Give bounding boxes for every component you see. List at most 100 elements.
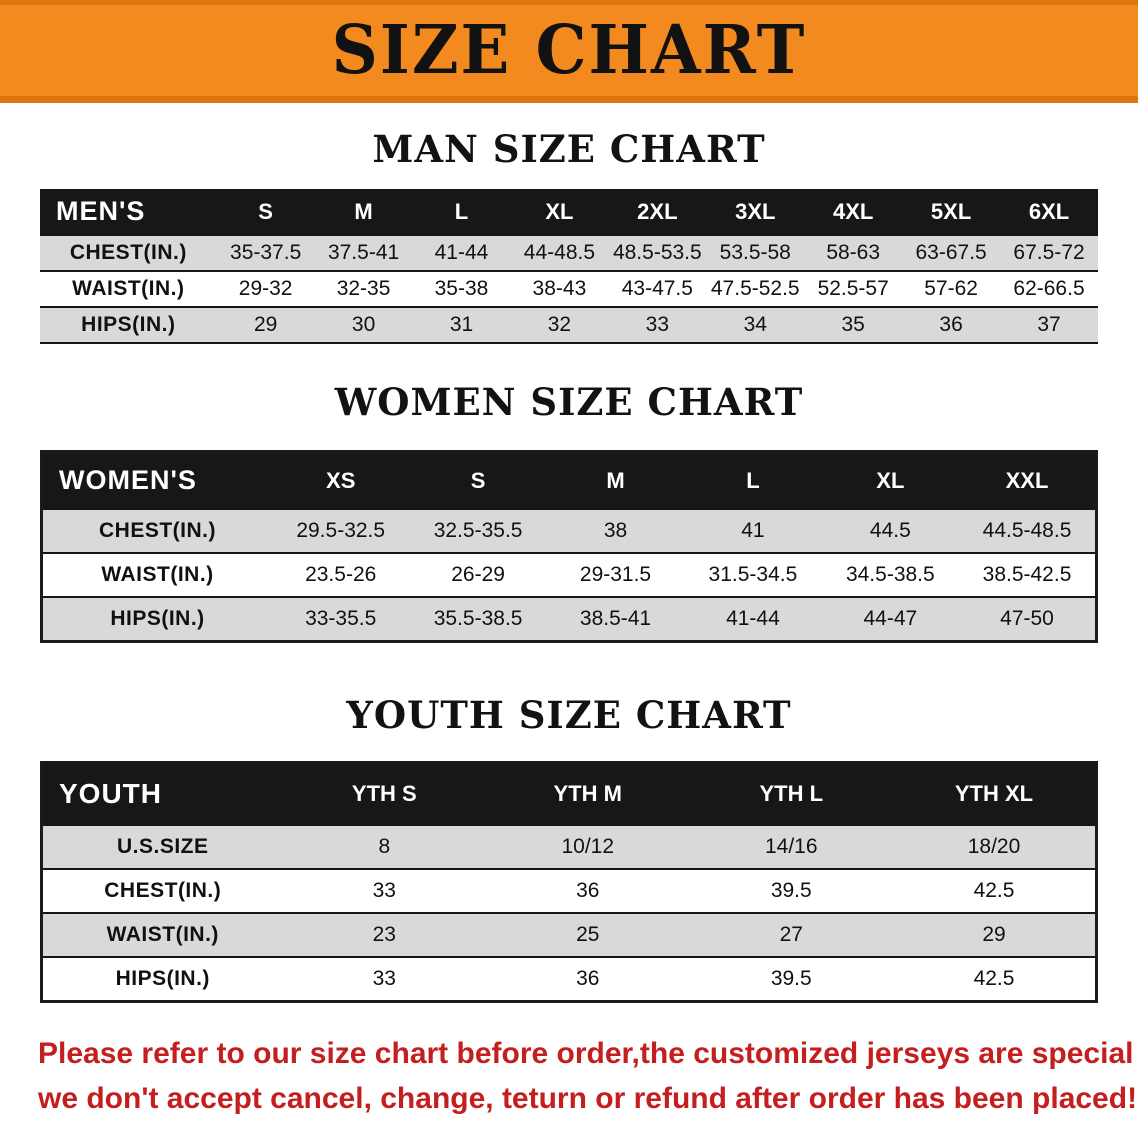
size-value-cell: 29-32 <box>216 270 315 307</box>
size-value-cell: 32 <box>510 306 609 344</box>
size-value-cell: 23 <box>282 912 487 957</box>
size-value-cell: 29.5-32.5 <box>272 508 410 553</box>
size-header-cell: 5XL <box>902 189 1001 235</box>
size-value-cell: 26-29 <box>409 552 547 597</box>
size-header-cell: YTH M <box>486 762 690 825</box>
size-value-cell: 32-35 <box>314 270 413 307</box>
table-row: CHEST(IN.) 35-37.5 37.5-41 41-44 44-48.5 48.5… <box>40 234 1098 271</box>
size-value-cell: 27 <box>689 912 893 957</box>
table-row: WAIST(IN.) 29-32 32-35 35-38 38-43 43-47.5 47.… <box>40 270 1098 307</box>
table-header-row: YOUTH YTH S YTH M YTH L YTH XL <box>41 762 1097 825</box>
size-value-cell: 44.5 <box>821 508 960 553</box>
size-value-cell: 36 <box>486 868 690 913</box>
measurement-label: HIPS(IN.) <box>41 596 272 643</box>
size-header-cell: YTH S <box>282 762 487 825</box>
size-value-cell: 48.5-53.5 <box>608 234 707 271</box>
size-header-cell: M <box>546 451 685 509</box>
size-header-cell: XS <box>272 451 410 509</box>
size-value-cell: 41 <box>684 508 822 553</box>
size-value-cell: 29 <box>216 306 315 344</box>
size-value-cell: 34 <box>706 306 805 344</box>
womens-size-table: WOMEN'S XS S M L XL XXL CHEST(IN.) 29.5-32.5 32.5… <box>40 450 1098 643</box>
size-header-cell: 4XL <box>804 189 903 235</box>
size-value-cell: 63-67.5 <box>902 234 1001 271</box>
measurement-label: WAIST(IN.) <box>40 270 217 307</box>
size-header-cell: XL <box>510 189 609 235</box>
measurement-label: HIPS(IN.) <box>40 306 217 344</box>
measurement-label: U.S.SIZE <box>41 824 283 869</box>
size-value-cell: 44-48.5 <box>510 234 609 271</box>
measurement-label: WAIST(IN.) <box>41 552 272 597</box>
measurement-label: HIPS(IN.) <box>41 956 283 1003</box>
size-value-cell: 33 <box>282 956 487 1003</box>
table-row: U.S.SIZE 8 10/12 14/16 18/20 <box>41 824 1097 869</box>
size-value-cell: 10/12 <box>486 824 690 869</box>
table-row: WAIST(IN.) 23 25 27 29 <box>41 912 1097 957</box>
size-value-cell: 37.5-41 <box>314 234 413 271</box>
size-value-cell: 35-38 <box>412 270 511 307</box>
measurement-label: CHEST(IN.) <box>41 508 272 553</box>
size-value-cell: 30 <box>314 306 413 344</box>
size-value-cell: 36 <box>486 956 690 1003</box>
size-value-cell: 38.5-42.5 <box>959 552 1097 597</box>
size-value-cell: 29-31.5 <box>546 552 685 597</box>
measurement-label: WAIST(IN.) <box>41 912 283 957</box>
footer-disclaimer: Please refer to our size chart before or… <box>38 1031 1138 1121</box>
banner-title: SIZE CHART <box>331 11 807 90</box>
size-value-cell: 52.5-57 <box>804 270 903 307</box>
size-value-cell: 14/16 <box>689 824 893 869</box>
size-header-cell: 2XL <box>608 189 707 235</box>
size-header-cell: YTH L <box>689 762 893 825</box>
size-header-cell: M <box>314 189 413 235</box>
size-header-cell: 3XL <box>706 189 805 235</box>
table-row: HIPS(IN.) 29 30 31 32 33 34 35 36 37 <box>40 306 1098 344</box>
size-value-cell: 47-50 <box>959 596 1097 643</box>
table-title-cell: YOUTH <box>41 762 283 825</box>
size-value-cell: 42.5 <box>893 956 1097 1003</box>
size-value-cell: 43-47.5 <box>608 270 707 307</box>
size-value-cell: 29 <box>893 912 1097 957</box>
size-value-cell: 39.5 <box>689 868 893 913</box>
size-value-cell: 41-44 <box>684 596 822 643</box>
size-value-cell: 47.5-52.5 <box>706 270 805 307</box>
table-row: HIPS(IN.) 33-35.5 35.5-38.5 38.5-41 41-44 44-… <box>41 596 1097 643</box>
measurement-label: CHEST(IN.) <box>40 234 217 271</box>
mens-size-table: MEN'S S M L XL 2XL 3XL 4XL 5XL 6XL CHEST(IN.) 35-37… <box>40 189 1098 344</box>
size-value-cell: 41-44 <box>412 234 511 271</box>
size-header-cell: S <box>409 451 547 509</box>
size-header-cell: L <box>684 451 822 509</box>
size-value-cell: 38 <box>546 508 685 553</box>
size-value-cell: 57-62 <box>902 270 1001 307</box>
table-header-row: MEN'S S M L XL 2XL 3XL 4XL 5XL 6XL <box>40 189 1098 235</box>
footer-disclaimer-line1: Please refer to our size chart before or… <box>38 1037 1138 1070</box>
mens-section-heading: MAN SIZE CHART <box>372 127 766 171</box>
size-value-cell: 58-63 <box>804 234 903 271</box>
table-row: HIPS(IN.) 33 36 39.5 42.5 <box>41 956 1097 1003</box>
footer-disclaimer-line2: we don't accept cancel, change, teturn o… <box>38 1082 1138 1115</box>
size-header-cell: XL <box>821 451 960 509</box>
table-row: CHEST(IN.) 33 36 39.5 42.5 <box>41 868 1097 913</box>
table-title-cell: WOMEN'S <box>41 451 272 509</box>
size-value-cell: 18/20 <box>893 824 1097 869</box>
size-value-cell: 31 <box>412 306 511 344</box>
size-value-cell: 35-37.5 <box>216 234 315 271</box>
size-value-cell: 8 <box>282 824 487 869</box>
table-row: WAIST(IN.) 23.5-26 26-29 29-31.5 31.5-34.5 34… <box>41 552 1097 597</box>
size-value-cell: 53.5-58 <box>706 234 805 271</box>
youth-section-heading: YOUTH SIZE CHART <box>346 693 792 737</box>
table-header-row: WOMEN'S XS S M L XL XXL <box>41 451 1097 509</box>
size-value-cell: 35 <box>804 306 903 344</box>
size-value-cell: 44-47 <box>821 596 960 643</box>
size-value-cell: 25 <box>486 912 690 957</box>
youth-section: YOUTH SIZE CHART YOUTH YTH S YTH M YTH L YTH… <box>0 693 1138 1003</box>
size-header-cell: XXL <box>959 451 1097 509</box>
size-value-cell: 38-43 <box>510 270 609 307</box>
size-value-cell: 23.5-26 <box>272 552 410 597</box>
size-chart-banner: SIZE CHART <box>0 0 1138 103</box>
size-value-cell: 32.5-35.5 <box>409 508 547 553</box>
size-value-cell: 35.5-38.5 <box>409 596 547 643</box>
size-value-cell: 36 <box>902 306 1001 344</box>
size-value-cell: 67.5-72 <box>1000 234 1098 271</box>
table-row: CHEST(IN.) 29.5-32.5 32.5-35.5 38 41 44.5 44.5… <box>41 508 1097 553</box>
size-value-cell: 44.5-48.5 <box>959 508 1097 553</box>
